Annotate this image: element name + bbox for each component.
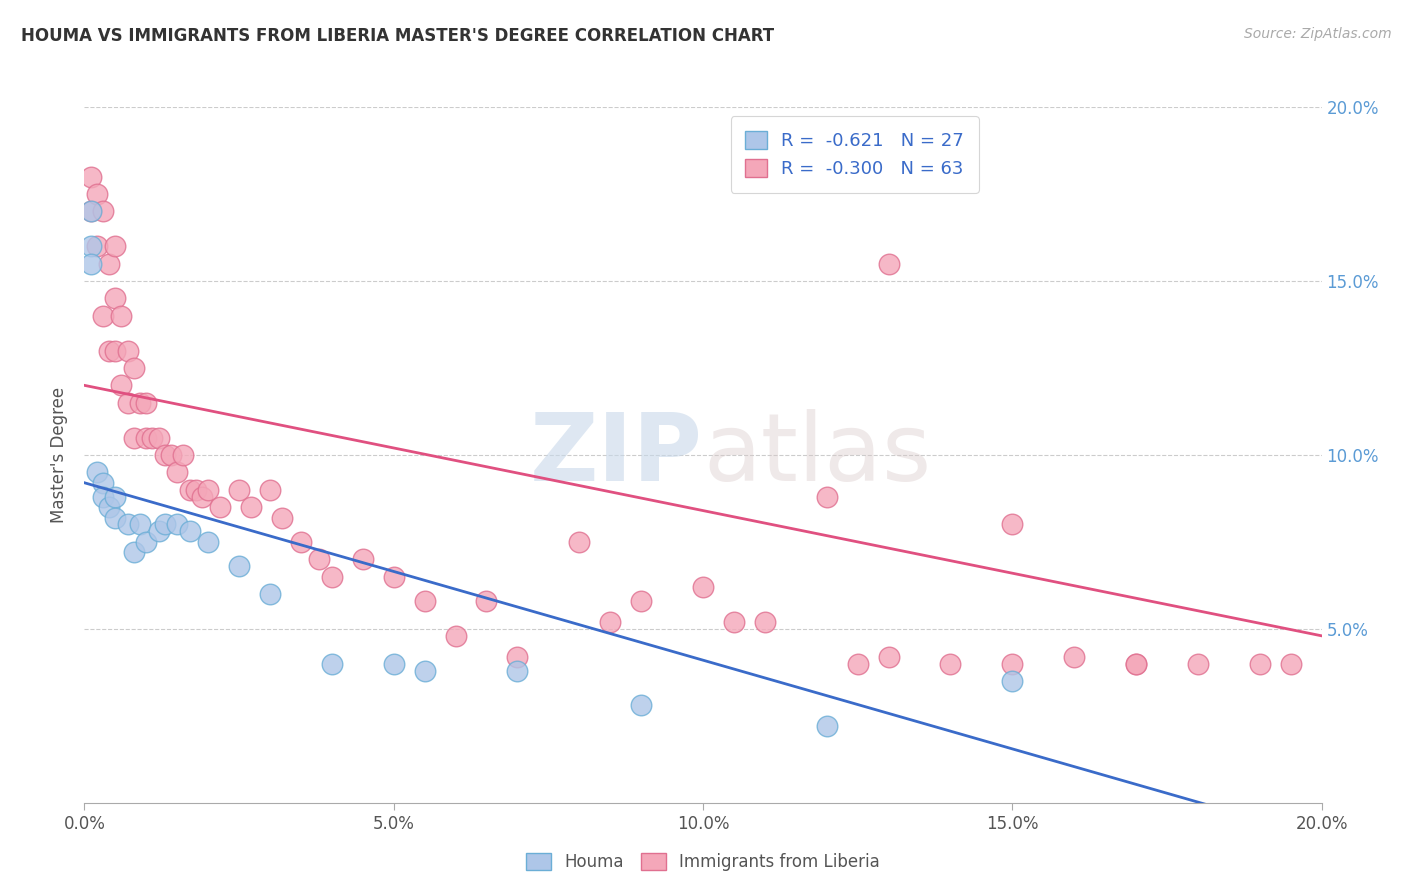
Point (98, 500, 121, 514)
Point (91, 475, 114, 490)
Point (228, 483, 250, 497)
Point (117, 396, 139, 410)
Point (91, 309, 114, 323)
Point (1249, 657, 1271, 671)
Point (1187, 657, 1209, 671)
Point (444, 629, 467, 643)
Point (86, 239, 108, 253)
Legend: Houma, Immigrants from Liberia: Houma, Immigrants from Liberia (520, 847, 886, 878)
Point (1063, 649, 1085, 664)
Point (79, 169, 101, 184)
Text: atlas: atlas (703, 409, 931, 501)
Point (723, 615, 745, 629)
Point (104, 510, 127, 524)
Point (568, 534, 591, 549)
Text: ZIP: ZIP (530, 409, 703, 501)
Point (104, 239, 127, 253)
Text: Source: ZipAtlas.com: Source: ZipAtlas.com (1244, 27, 1392, 41)
Point (475, 594, 498, 608)
Point (1125, 657, 1147, 671)
Point (104, 490, 127, 504)
Point (271, 510, 294, 524)
Point (104, 291, 127, 305)
Point (692, 580, 714, 594)
Point (191, 490, 214, 504)
Point (148, 431, 170, 445)
Point (184, 483, 207, 497)
Point (877, 256, 900, 270)
Point (382, 657, 405, 671)
Point (91, 490, 114, 504)
Point (846, 657, 869, 671)
Point (240, 500, 263, 514)
Point (179, 524, 201, 539)
Point (1279, 657, 1302, 671)
Point (129, 517, 152, 532)
Point (413, 594, 436, 608)
Point (79, 256, 101, 270)
Point (815, 719, 838, 733)
Point (815, 490, 838, 504)
Point (1001, 674, 1024, 689)
Point (117, 343, 139, 358)
Point (172, 448, 194, 462)
Point (141, 431, 163, 445)
Point (630, 594, 652, 608)
Point (197, 534, 219, 549)
Point (79, 204, 101, 219)
Point (939, 657, 962, 671)
Point (290, 534, 312, 549)
Point (129, 396, 152, 410)
Point (630, 698, 652, 713)
Point (122, 545, 145, 559)
Point (153, 517, 176, 532)
Point (228, 559, 250, 574)
Point (98, 343, 121, 358)
Point (259, 587, 281, 601)
Point (308, 552, 330, 566)
Point (506, 664, 529, 678)
Point (321, 657, 343, 671)
Point (79, 204, 101, 219)
Point (877, 649, 900, 664)
Point (1125, 657, 1147, 671)
Point (209, 500, 232, 514)
Point (197, 483, 219, 497)
Point (135, 431, 157, 445)
Point (110, 309, 132, 323)
Point (86, 466, 108, 480)
Point (179, 483, 201, 497)
Point (98, 256, 121, 270)
Point (352, 552, 374, 566)
Point (506, 649, 529, 664)
Point (153, 448, 176, 462)
Point (104, 343, 127, 358)
Point (91, 204, 114, 219)
Point (135, 534, 157, 549)
Point (259, 483, 281, 497)
Point (166, 466, 188, 480)
Text: HOUMA VS IMMIGRANTS FROM LIBERIA MASTER'S DEGREE CORRELATION CHART: HOUMA VS IMMIGRANTS FROM LIBERIA MASTER'… (21, 27, 775, 45)
Point (79, 239, 101, 253)
Point (122, 431, 145, 445)
Point (382, 570, 405, 584)
Point (160, 448, 183, 462)
Point (1001, 517, 1024, 532)
Point (754, 615, 776, 629)
Point (117, 517, 139, 532)
Point (413, 664, 436, 678)
Point (148, 524, 170, 539)
Point (135, 396, 157, 410)
Point (122, 360, 145, 375)
Point (86, 187, 108, 202)
Y-axis label: Master's Degree: Master's Degree (51, 387, 69, 523)
Point (110, 378, 132, 392)
Point (321, 570, 343, 584)
Point (166, 517, 188, 532)
Point (599, 615, 621, 629)
Point (1001, 657, 1024, 671)
